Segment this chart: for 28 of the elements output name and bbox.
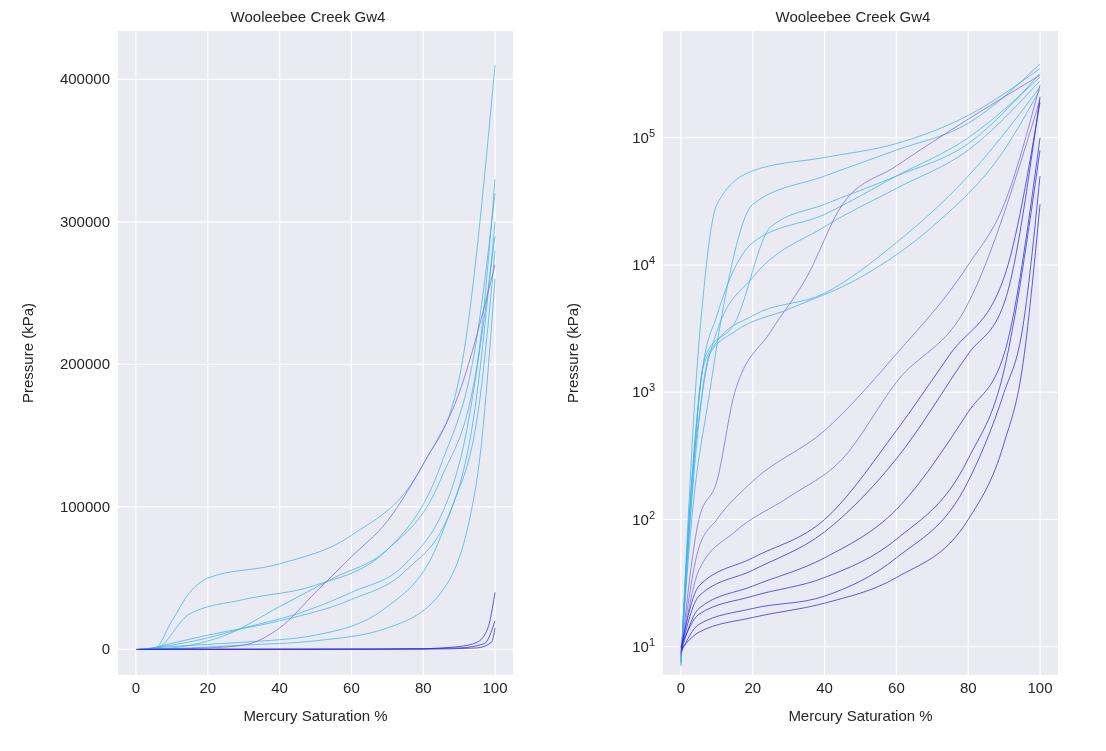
x-tick-label: 80 — [959, 679, 977, 696]
y-axis-title: Pressure (kPa) — [564, 302, 582, 404]
x-tick-label: 20 — [744, 679, 762, 696]
x-tick-label: 60 — [888, 679, 905, 696]
x-tick-label: 20 — [199, 679, 217, 696]
x-tick-label: 0 — [676, 679, 686, 696]
x-axis-title: Mercury Saturation % — [788, 707, 933, 724]
y-axis-title: Pressure (kPa) — [19, 302, 37, 404]
y-tick-label: 300000 — [59, 212, 110, 230]
y-tick-label: 400000 — [59, 70, 110, 88]
y-tick-label: 10$^{3}$ — [632, 381, 655, 401]
x-tick-label: 40 — [271, 679, 288, 696]
x-tick-label: 100 — [1027, 679, 1053, 696]
x-axis-title: Mercury Saturation % — [243, 707, 388, 724]
chart-title: Wooleebee Creek Gw4 — [229, 8, 387, 25]
y-tick-label: 10$^{1}$ — [632, 635, 655, 655]
x-tick-label: 60 — [343, 679, 360, 696]
y-tick-label: 200000 — [59, 355, 110, 373]
y-tick-label: 10$^{2}$ — [632, 508, 655, 528]
y-tick-label: 10$^{5}$ — [632, 126, 655, 146]
y-tick-label: 0 — [101, 640, 110, 658]
y-tick-label: 100000 — [59, 497, 110, 515]
x-tick-label: 80 — [414, 679, 432, 696]
y-tick-label: 10$^{4}$ — [632, 254, 655, 273]
x-tick-label: 100 — [482, 679, 508, 696]
chart-title: Wooleebee Creek Gw4 — [774, 8, 932, 25]
x-tick-label: 0 — [131, 679, 141, 696]
x-tick-label: 40 — [816, 679, 833, 696]
